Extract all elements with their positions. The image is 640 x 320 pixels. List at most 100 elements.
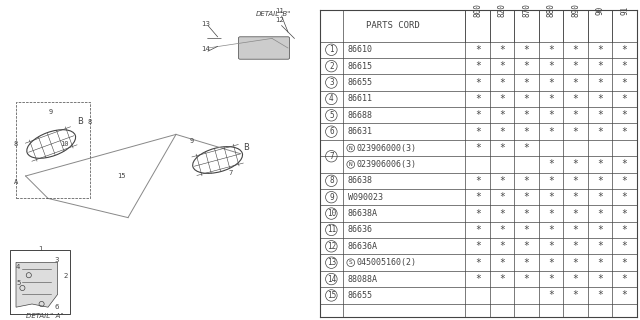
Text: *: * xyxy=(475,45,481,55)
Text: 86611: 86611 xyxy=(348,94,372,103)
Text: *: * xyxy=(524,110,529,120)
Text: 820: 820 xyxy=(498,3,507,17)
Text: *: * xyxy=(475,241,481,251)
Text: *: * xyxy=(524,45,529,55)
Text: *: * xyxy=(621,61,627,71)
Text: *: * xyxy=(475,209,481,219)
Text: 2: 2 xyxy=(64,273,68,279)
Text: *: * xyxy=(597,209,603,219)
Text: *: * xyxy=(573,127,579,137)
Text: *: * xyxy=(573,159,579,169)
Text: *: * xyxy=(573,241,579,251)
Text: *: * xyxy=(475,143,481,153)
Text: *: * xyxy=(475,225,481,235)
Text: *: * xyxy=(548,61,554,71)
Text: PARTS CORD: PARTS CORD xyxy=(366,21,420,30)
Text: 3: 3 xyxy=(329,78,333,87)
Text: 9: 9 xyxy=(190,138,194,144)
Text: B: B xyxy=(243,143,250,152)
Text: *: * xyxy=(475,127,481,137)
Text: *: * xyxy=(548,110,554,120)
Text: 86638A: 86638A xyxy=(348,209,378,218)
Text: S: S xyxy=(349,260,353,265)
Text: *: * xyxy=(499,241,505,251)
Text: *: * xyxy=(573,61,579,71)
Text: *: * xyxy=(475,77,481,88)
Text: 91: 91 xyxy=(620,6,629,15)
Text: 11: 11 xyxy=(275,8,284,14)
Text: 86610: 86610 xyxy=(348,45,372,54)
Text: 6: 6 xyxy=(54,304,59,310)
Text: *: * xyxy=(573,176,579,186)
Text: *: * xyxy=(597,110,603,120)
Text: 86631: 86631 xyxy=(348,127,372,136)
Text: *: * xyxy=(573,291,579,300)
Text: *: * xyxy=(499,258,505,268)
Text: *: * xyxy=(499,110,505,120)
Text: *: * xyxy=(573,94,579,104)
Text: *: * xyxy=(597,77,603,88)
Text: *: * xyxy=(475,274,481,284)
Text: *: * xyxy=(548,192,554,202)
Text: *: * xyxy=(597,94,603,104)
Text: 8: 8 xyxy=(88,119,92,124)
Text: 890: 890 xyxy=(571,3,580,17)
Text: 6: 6 xyxy=(329,127,333,136)
Text: *: * xyxy=(499,94,505,104)
Text: *: * xyxy=(524,274,529,284)
Text: *: * xyxy=(597,45,603,55)
Text: *: * xyxy=(573,209,579,219)
Text: *: * xyxy=(524,225,529,235)
Text: *: * xyxy=(621,258,627,268)
Text: *: * xyxy=(597,225,603,235)
Text: *: * xyxy=(621,110,627,120)
Text: *: * xyxy=(475,110,481,120)
Text: *: * xyxy=(597,291,603,300)
Text: 86636: 86636 xyxy=(348,225,372,235)
Text: *: * xyxy=(499,192,505,202)
Text: *: * xyxy=(621,192,627,202)
Text: 88088A: 88088A xyxy=(348,275,378,284)
Text: 10: 10 xyxy=(326,209,336,218)
Text: *: * xyxy=(621,77,627,88)
Text: *: * xyxy=(548,176,554,186)
Text: *: * xyxy=(548,159,554,169)
Text: 12: 12 xyxy=(275,17,284,23)
Text: DETAIL"B": DETAIL"B" xyxy=(256,11,291,17)
Text: 86655: 86655 xyxy=(348,78,372,87)
Text: *: * xyxy=(548,209,554,219)
Text: 10: 10 xyxy=(60,141,68,147)
Text: N: N xyxy=(349,146,353,150)
Text: *: * xyxy=(524,192,529,202)
Text: *: * xyxy=(499,209,505,219)
Text: *: * xyxy=(597,127,603,137)
Text: 8: 8 xyxy=(329,176,333,185)
Text: A: A xyxy=(14,180,18,185)
Text: *: * xyxy=(597,192,603,202)
Text: 15: 15 xyxy=(326,291,336,300)
Text: *: * xyxy=(499,127,505,137)
Text: *: * xyxy=(524,258,529,268)
Text: *: * xyxy=(524,127,529,137)
Text: 86655: 86655 xyxy=(348,291,372,300)
Text: *: * xyxy=(499,225,505,235)
Text: 1: 1 xyxy=(329,45,333,54)
Text: *: * xyxy=(499,143,505,153)
Text: N: N xyxy=(349,162,353,167)
Text: *: * xyxy=(597,258,603,268)
Text: *: * xyxy=(573,110,579,120)
Text: 800: 800 xyxy=(473,3,482,17)
Text: 880: 880 xyxy=(547,3,556,17)
Text: 14: 14 xyxy=(326,275,336,284)
FancyBboxPatch shape xyxy=(239,37,290,59)
Text: *: * xyxy=(524,209,529,219)
Text: *: * xyxy=(548,94,554,104)
Text: *: * xyxy=(621,176,627,186)
Text: *: * xyxy=(548,127,554,137)
Text: *: * xyxy=(475,192,481,202)
Text: *: * xyxy=(524,94,529,104)
Text: 1: 1 xyxy=(38,246,43,252)
Text: 14: 14 xyxy=(202,46,211,52)
Text: *: * xyxy=(499,274,505,284)
Text: W090023: W090023 xyxy=(348,193,383,202)
